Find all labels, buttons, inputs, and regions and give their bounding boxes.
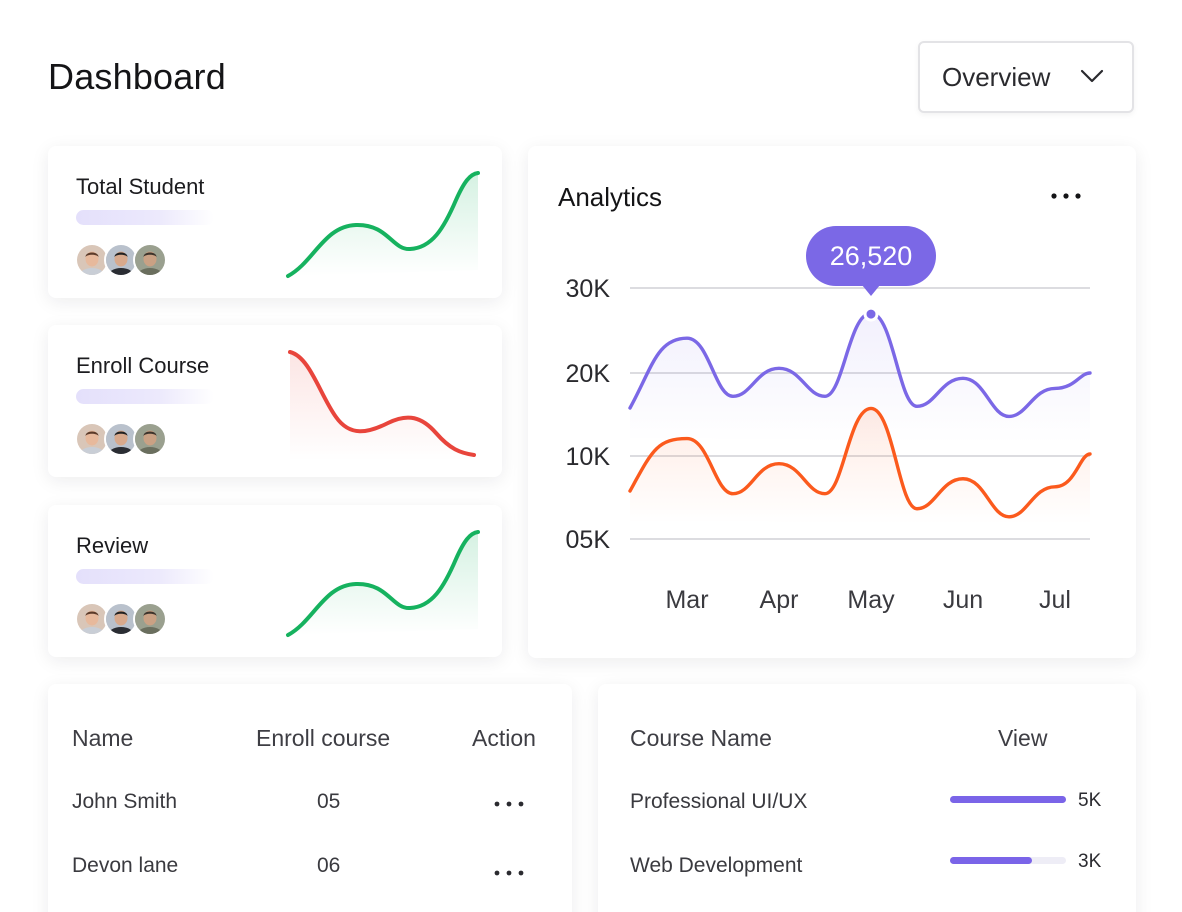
trend-up-sparkline	[286, 171, 480, 278]
student-name: John Smith	[72, 790, 178, 813]
student-name: Devon lane	[72, 854, 179, 877]
analytics-card: Analytics 30K 20K 10K 05K Mar Apr May Jun Jul 26,…	[528, 146, 1136, 658]
row-more-icon[interactable]	[489, 794, 529, 814]
column-header-view: View	[998, 725, 1048, 751]
stat-title: Review	[76, 533, 149, 558]
stat-placeholder-bar	[76, 210, 214, 225]
view-progress-fill	[950, 796, 1066, 803]
x-tick-label: Jul	[1039, 586, 1071, 614]
y-tick-label: 05K	[566, 526, 611, 554]
student-enroll-count: 05	[317, 790, 341, 813]
x-tick-label: May	[847, 586, 895, 614]
avatar	[133, 422, 167, 456]
x-tick-label: Apr	[760, 586, 799, 614]
y-tick-label: 10K	[566, 443, 611, 471]
stat-title: Enroll Course	[76, 353, 210, 378]
view-count: 5K	[1078, 790, 1102, 811]
y-tick-label: 20K	[566, 360, 611, 388]
trend-up-sparkline	[286, 530, 480, 637]
avatar	[75, 243, 109, 277]
avatar	[133, 243, 167, 277]
trend-down-sparkline	[288, 350, 476, 461]
stat-card-review[interactable]: Review	[48, 505, 502, 657]
column-header-action: Action	[472, 725, 536, 751]
column-header-course-name: Course Name	[630, 725, 772, 751]
analytics-title: Analytics	[558, 182, 663, 212]
view-count: 3K	[1078, 851, 1102, 872]
chevron-down-icon	[1080, 69, 1104, 83]
overview-dropdown[interactable]: Overview	[918, 41, 1134, 113]
highlight-point[interactable]	[863, 306, 879, 322]
students-table: Name Enroll course Action John Smith 05 …	[48, 684, 572, 912]
series-line	[628, 406, 1092, 519]
stat-card-total-student[interactable]: Total Student	[48, 146, 502, 298]
student-enroll-count: 06	[317, 854, 341, 877]
view-progress-track	[950, 796, 1066, 803]
page-title: Dashboard	[48, 56, 226, 97]
value-tooltip: 26,520	[806, 226, 936, 296]
stat-title: Total Student	[76, 174, 205, 199]
more-options-icon[interactable]	[1048, 182, 1084, 210]
stat-placeholder-bar	[76, 569, 214, 584]
x-tick-label: Jun	[943, 586, 983, 614]
view-progress-track	[950, 857, 1066, 864]
course-name: Professional UI/UX	[630, 790, 808, 813]
dropdown-value: Overview	[942, 61, 1051, 92]
view-progress-fill	[950, 857, 1033, 864]
column-header-name: Name	[72, 725, 134, 751]
course-name: Web Development	[630, 854, 803, 877]
y-tick-label: 30K	[566, 275, 611, 303]
stat-placeholder-bar	[76, 389, 214, 404]
x-tick-label: Mar	[665, 586, 708, 614]
courses-table: Course Name View Professional UI/UX 5K W…	[598, 684, 1136, 912]
stat-card-enroll-course[interactable]: Enroll Course	[48, 325, 502, 477]
analytics-line-chart: 30K 20K 10K 05K Mar Apr May Jun Jul 26,520	[566, 226, 1092, 614]
avatar	[133, 602, 167, 636]
tooltip-value: 26,520	[830, 241, 913, 271]
row-more-icon[interactable]	[489, 863, 529, 883]
avatar	[75, 602, 109, 636]
avatar	[104, 243, 138, 277]
avatar	[104, 422, 138, 456]
series-area	[630, 408, 1090, 524]
column-header-enroll: Enroll course	[256, 725, 391, 751]
series-area	[630, 313, 1090, 443]
